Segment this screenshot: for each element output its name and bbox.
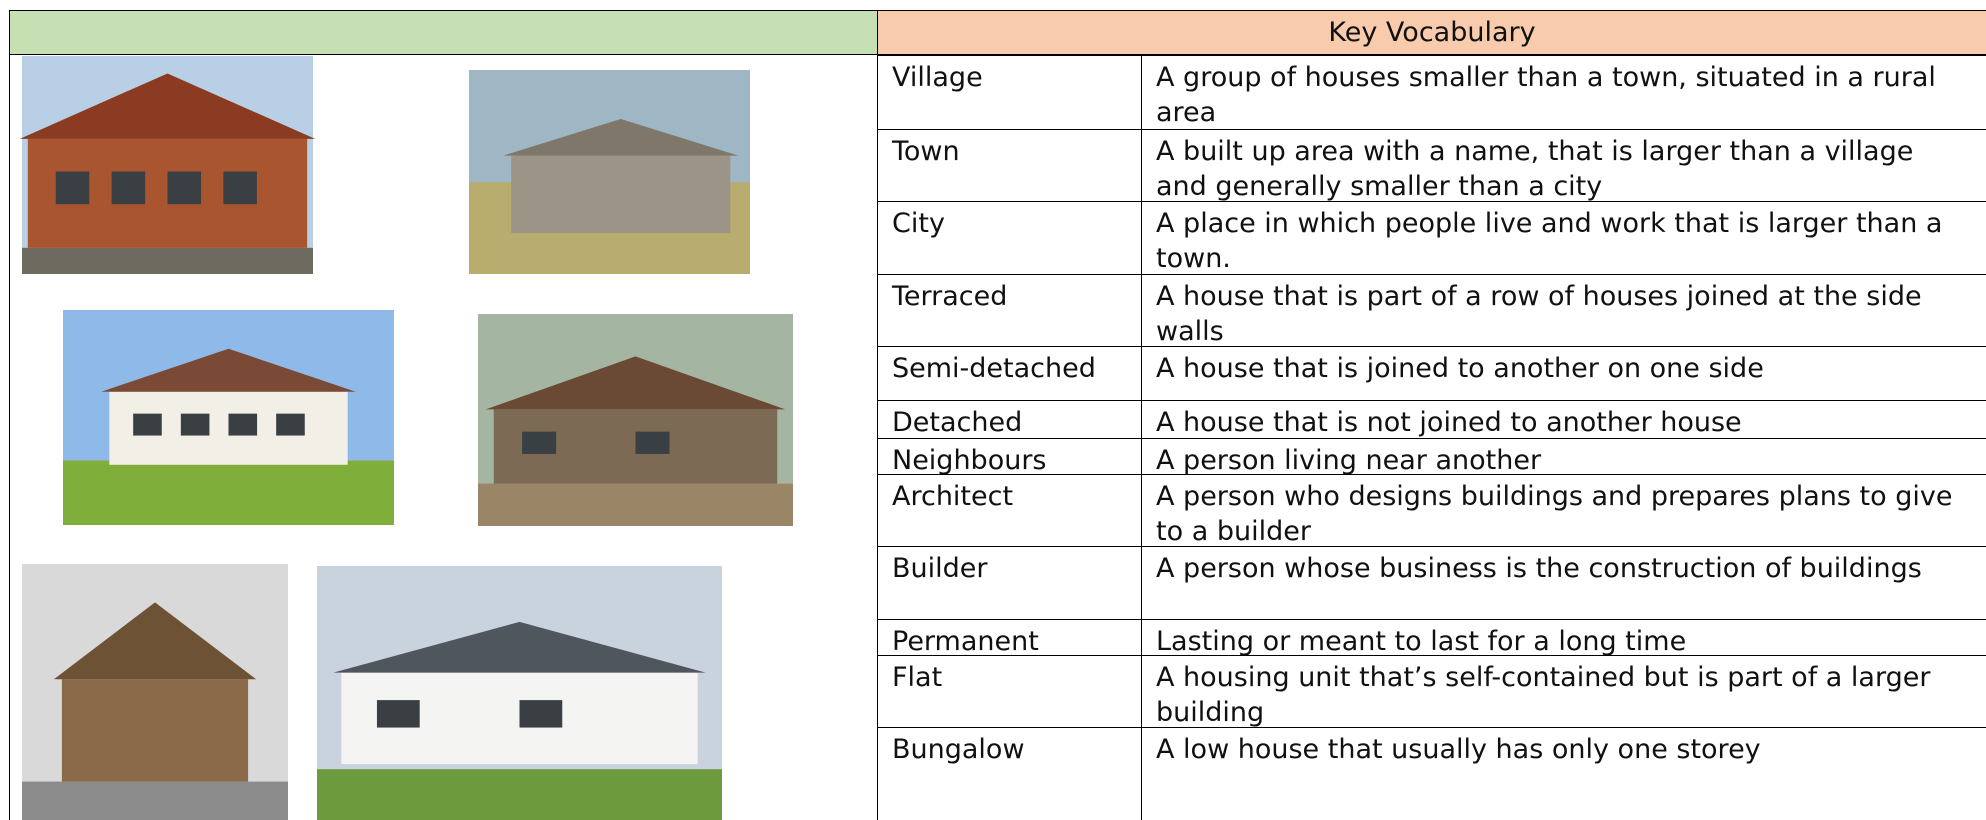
shape bbox=[167, 171, 202, 205]
term-cell: Terraced bbox=[878, 274, 1142, 346]
term-cell: Bungalow bbox=[878, 727, 1142, 820]
definition-cell: A person who designs buildings and prepa… bbox=[1142, 474, 1986, 546]
shape bbox=[22, 781, 288, 820]
term-cell: Detached bbox=[878, 400, 1142, 438]
definition-cell: A person whose business is the construct… bbox=[1142, 546, 1986, 619]
term-cell: Village bbox=[878, 55, 1142, 129]
definition-cell: A house that is part of a row of houses … bbox=[1142, 274, 1986, 346]
photo bbox=[19, 56, 316, 274]
shape bbox=[503, 118, 739, 156]
photo bbox=[22, 564, 288, 820]
term-cell: Architect bbox=[878, 474, 1142, 546]
shape bbox=[111, 171, 146, 205]
term-cell: Town bbox=[878, 129, 1142, 201]
definition-cell: A place in which people live and work th… bbox=[1142, 201, 1986, 274]
left-border bbox=[9, 55, 10, 820]
left-header bbox=[9, 10, 878, 55]
shape bbox=[19, 73, 316, 139]
shape bbox=[511, 155, 731, 234]
photo bbox=[317, 566, 722, 820]
divider bbox=[877, 55, 878, 820]
shape bbox=[485, 356, 786, 410]
term-cell: City bbox=[878, 201, 1142, 274]
term-cell: Neighbours bbox=[878, 438, 1142, 474]
shape bbox=[101, 348, 356, 392]
shape bbox=[53, 602, 257, 680]
term-cell: Flat bbox=[878, 655, 1142, 727]
shape bbox=[519, 700, 563, 728]
shape bbox=[376, 700, 420, 728]
shape bbox=[478, 483, 793, 526]
term-cell: Permanent bbox=[878, 619, 1142, 655]
term-cell: Builder bbox=[878, 546, 1142, 619]
photo bbox=[478, 314, 793, 526]
definition-cell: A house that is not joined to another ho… bbox=[1142, 400, 1986, 438]
term-cell: Semi-detached bbox=[878, 346, 1142, 400]
shape bbox=[635, 431, 670, 454]
shape bbox=[223, 171, 257, 205]
shape bbox=[522, 431, 557, 454]
shape bbox=[133, 413, 162, 436]
definition-cell: Lasting or meant to last for a long time bbox=[1142, 619, 1986, 655]
definition-cell: A built up area with a name, that is lar… bbox=[1142, 129, 1986, 201]
shape bbox=[22, 247, 313, 274]
photo bbox=[469, 70, 750, 274]
shape bbox=[61, 679, 249, 782]
shape bbox=[180, 413, 210, 436]
vocab-header bbox=[878, 10, 1986, 55]
shape bbox=[317, 769, 722, 820]
photo bbox=[63, 310, 394, 525]
definition-cell: A housing unit that’s self-contained but… bbox=[1142, 655, 1986, 727]
definition-cell: A low house that usually has only one st… bbox=[1142, 727, 1986, 820]
shape bbox=[55, 171, 90, 205]
definition-cell: A person living near another bbox=[1142, 438, 1986, 474]
shape bbox=[276, 413, 305, 436]
pictures bbox=[19, 56, 793, 820]
vocab-title: Key Vocabulary bbox=[1328, 17, 1536, 48]
definition-cell: A group of houses smaller than a town, s… bbox=[1142, 55, 1986, 129]
definition-cell: A house that is joined to another on one… bbox=[1142, 346, 1986, 400]
shape bbox=[333, 621, 706, 673]
shape bbox=[228, 413, 258, 436]
shape bbox=[63, 460, 394, 525]
